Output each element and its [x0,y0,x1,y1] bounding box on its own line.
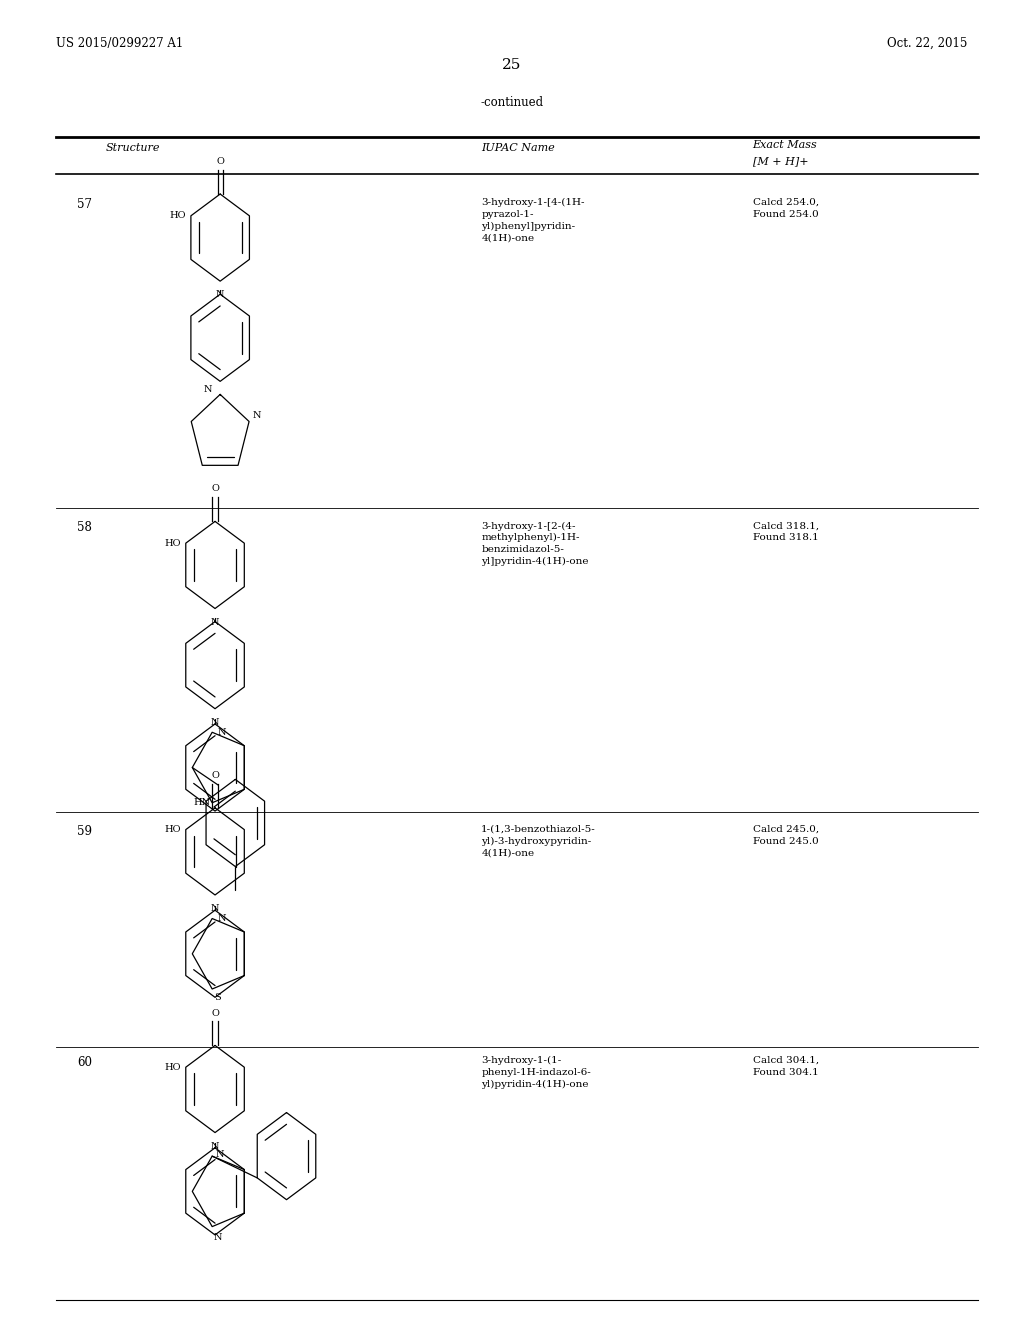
Text: 59: 59 [77,825,92,838]
Text: HO: HO [164,539,180,548]
Text: N: N [211,904,219,913]
Text: Structure: Structure [105,143,161,153]
Text: O: O [211,1008,219,1018]
Text: Calcd 318.1,
Found 318.1: Calcd 318.1, Found 318.1 [753,521,819,543]
Text: 3-hydroxy-1-[4-(1H-
pyrazol-1-
yl)phenyl]pyridin-
4(1H)-one: 3-hydroxy-1-[4-(1H- pyrazol-1- yl)phenyl… [481,198,585,243]
Text: N: N [204,385,212,395]
Text: Calcd 254.0,
Found 254.0: Calcd 254.0, Found 254.0 [753,198,819,219]
Text: Calcd 304.1,
Found 304.1: Calcd 304.1, Found 304.1 [753,1056,819,1077]
Text: HO: HO [164,1063,180,1072]
Text: 3-hydroxy-1-(1-
phenyl-1H-indazol-6-
yl)pyridin-4(1H)-one: 3-hydroxy-1-(1- phenyl-1H-indazol-6- yl)… [481,1056,591,1089]
Text: -continued: -continued [480,96,544,110]
Text: US 2015/0299227 A1: US 2015/0299227 A1 [56,37,183,50]
Text: S: S [214,993,221,1002]
Text: HO: HO [169,211,185,220]
Text: Calcd 245.0,
Found 245.0: Calcd 245.0, Found 245.0 [753,825,819,846]
Text: Oct. 22, 2015: Oct. 22, 2015 [888,37,968,50]
Text: 25: 25 [503,58,521,73]
Text: N: N [252,412,261,420]
Text: N: N [213,1233,221,1242]
Text: [M + H]+: [M + H]+ [753,156,808,166]
Text: O: O [216,157,224,166]
Text: N: N [217,727,225,737]
Text: O: O [211,484,219,494]
Text: N: N [211,1142,219,1151]
Text: N: N [215,1150,223,1159]
Text: 57: 57 [77,198,92,211]
Text: HO: HO [164,825,180,834]
Text: N: N [217,913,225,923]
Text: N: N [211,718,219,727]
Text: HN: HN [193,799,210,808]
Text: IUPAC Name: IUPAC Name [481,143,555,153]
Text: O: O [211,771,219,780]
Text: 1-(1,3-benzothiazol-5-
yl)-3-hydroxypyridin-
4(1H)-one: 1-(1,3-benzothiazol-5- yl)-3-hydroxypyri… [481,825,596,858]
Text: 3-hydroxy-1-[2-(4-
methylphenyl)-1H-
benzimidazol-5-
yl]pyridin-4(1H)-one: 3-hydroxy-1-[2-(4- methylphenyl)-1H- ben… [481,521,589,566]
Text: 58: 58 [77,521,92,535]
Text: Exact Mass: Exact Mass [753,140,817,150]
Text: 60: 60 [77,1056,92,1069]
Text: N: N [211,618,219,627]
Text: N: N [216,290,224,300]
